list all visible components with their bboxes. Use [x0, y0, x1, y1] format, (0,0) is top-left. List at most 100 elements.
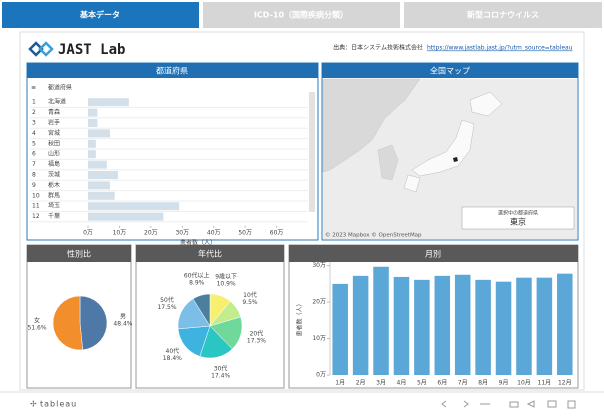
- bar: [88, 98, 129, 107]
- rank: 11: [32, 203, 40, 210]
- bar: [557, 273, 573, 375]
- slice-value: 18.4%: [163, 355, 182, 362]
- slice-value: 8.9%: [189, 279, 205, 286]
- footer-icon: ✢: [30, 400, 37, 409]
- sort-icon: ≡: [31, 85, 36, 92]
- row-label: 茨城: [48, 171, 60, 179]
- map-legend: [461, 206, 575, 230]
- panel-title: 性別比: [67, 249, 91, 259]
- slice-label: 9歳以下: [215, 272, 237, 280]
- x-tick-label: 3月: [376, 380, 386, 387]
- panel-title: 都道府県: [156, 66, 188, 76]
- x-tick-label: 10月: [517, 380, 531, 387]
- bar: [352, 275, 369, 375]
- bar: [88, 212, 164, 221]
- bar: [88, 160, 107, 169]
- slice-label: 60代以上: [184, 271, 210, 279]
- bar: [414, 279, 430, 375]
- bar: [373, 266, 389, 375]
- map-japan: [403, 91, 503, 193]
- rank: 12: [32, 213, 40, 220]
- pie-slice: [52, 295, 83, 351]
- panel-header: [136, 245, 284, 262]
- panel-title: 年代比: [198, 249, 222, 259]
- column-header: 都道府県: [48, 84, 72, 92]
- y-tick-label: 20万: [312, 299, 326, 306]
- x-tick-label: 2月: [356, 380, 366, 387]
- row-label: 福島: [48, 160, 60, 168]
- x-tick-label: 10万: [113, 229, 127, 236]
- slice-value: 51.6%: [28, 325, 47, 332]
- bar: [88, 119, 98, 127]
- tab[interactable]: [2, 2, 199, 28]
- rank: 3: [32, 120, 36, 127]
- bar: [393, 276, 410, 375]
- x-tick-label: 8月: [478, 380, 488, 387]
- slice-label: 20代: [250, 330, 264, 338]
- tab[interactable]: [404, 2, 602, 28]
- slice-value: 17.5%: [157, 304, 176, 311]
- bar: [88, 191, 115, 200]
- bar: [88, 202, 180, 211]
- slice-value: 9.5%: [242, 299, 258, 306]
- x-tick-label: 50万: [238, 229, 252, 236]
- panel-header: [27, 63, 318, 78]
- bar: [495, 281, 512, 375]
- source-link[interactable]: https://www.jastlab.jast.jp/?utm_source=…: [427, 45, 573, 52]
- panel: [26, 62, 319, 241]
- x-tick-label: 11月: [538, 380, 552, 387]
- tab-label[interactable]: 新型コロナウイルス: [467, 10, 539, 20]
- row-label: 栃木: [48, 181, 60, 189]
- rank: 2: [32, 109, 36, 116]
- row-label: 青森: [48, 108, 60, 116]
- toolbar-icons[interactable]: [441, 400, 576, 409]
- panel-header: [27, 245, 131, 262]
- logo-text: JAST Lab: [58, 42, 125, 58]
- tab[interactable]: [203, 2, 400, 28]
- panel-header: [289, 245, 578, 262]
- map-land: [322, 78, 421, 181]
- rank: 6: [32, 151, 36, 158]
- slice-value: 48.4%: [113, 320, 132, 327]
- slice-label: 50代: [160, 296, 174, 304]
- rank: 10: [32, 192, 40, 199]
- slice-label: 男: [120, 313, 126, 320]
- slice-value: 17.3%: [247, 338, 266, 345]
- row-label: 群馬: [48, 191, 60, 199]
- slice-value: 10.9%: [217, 280, 236, 287]
- x-tick-label: 40万: [207, 229, 221, 236]
- row-label: 山形: [48, 150, 60, 158]
- tab-label[interactable]: 基本データ: [79, 10, 120, 20]
- slice-label: 40代: [166, 347, 180, 355]
- x-tick-label: 6月: [437, 380, 447, 387]
- slice-value: 17.4%: [211, 372, 230, 379]
- bar: [88, 139, 96, 148]
- rank: 5: [32, 140, 36, 147]
- bar: [88, 129, 110, 138]
- tab-label[interactable]: ICD-10（国際疾病分類）: [254, 10, 348, 20]
- bar: [536, 277, 553, 375]
- bar: [454, 274, 471, 375]
- rank: 9: [32, 182, 36, 189]
- legend-title: 選択中の都道府県: [498, 210, 538, 217]
- footer-brand: tableau: [40, 400, 77, 409]
- panel-title: 全国マップ: [430, 66, 470, 76]
- y-tick-label: 0万: [316, 372, 326, 379]
- pie-slice: [192, 293, 211, 327]
- row-label: 千葉: [48, 212, 60, 220]
- row-label: 埼玉: [48, 202, 60, 210]
- row-label: 北海道: [48, 98, 66, 106]
- source: 出典：日本システム技術株式会社: [333, 44, 423, 52]
- bar: [475, 279, 491, 375]
- x-tick-label: 30万: [175, 229, 189, 236]
- y-tick-label: 30万: [312, 262, 326, 269]
- x-tick-label: 12月: [558, 380, 572, 387]
- bar: [332, 283, 348, 375]
- pie-slice: [79, 295, 108, 351]
- map-selected[interactable]: [453, 157, 458, 162]
- rank: 4: [32, 130, 36, 137]
- bar: [434, 275, 451, 375]
- x-tick-label: 20万: [144, 229, 158, 236]
- bar: [88, 150, 96, 159]
- bar: [516, 277, 532, 375]
